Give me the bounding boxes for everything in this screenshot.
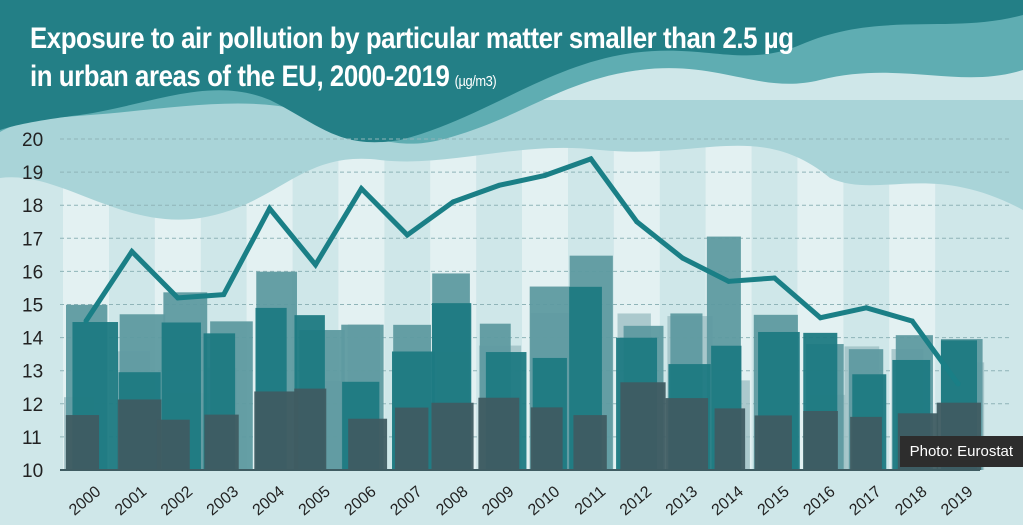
- y-tick-label: 11: [22, 428, 42, 449]
- y-tick-label: 16: [22, 262, 43, 283]
- skyline-building: [254, 391, 299, 470]
- x-tick-label: 2009: [479, 483, 517, 519]
- data-point: [726, 278, 732, 284]
- skyline-building: [530, 407, 563, 470]
- x-tick-label: 2017: [846, 483, 884, 519]
- title-banner: [0, 0, 1023, 143]
- x-tick-label: 2010: [525, 483, 563, 519]
- skyline-building: [156, 419, 190, 470]
- skyline-building: [665, 398, 709, 470]
- skyline-building: [478, 397, 520, 470]
- y-tick-label: 17: [22, 229, 43, 250]
- data-point: [221, 292, 227, 298]
- data-point: [588, 156, 594, 162]
- x-tick-label: 2008: [433, 483, 471, 519]
- x-tick-label: 2001: [112, 483, 150, 519]
- skyline-building: [803, 410, 838, 470]
- x-tick-label: 2011: [572, 483, 609, 518]
- chart-title: Exposure to air pollution by particular …: [30, 20, 794, 101]
- x-tick-label: 2005: [296, 483, 334, 519]
- data-point: [313, 262, 318, 268]
- title-line-1: Exposure to air pollution by particular …: [30, 22, 794, 55]
- x-tick-label: 2000: [66, 483, 104, 519]
- data-point: [772, 275, 777, 281]
- data-point: [404, 232, 410, 238]
- data-point: [496, 182, 502, 188]
- x-tick-label: 2003: [204, 483, 242, 519]
- data-point: [680, 255, 686, 261]
- data-point: [83, 318, 89, 324]
- skyline-building: [294, 388, 327, 470]
- data-point: [817, 315, 823, 321]
- y-tick-label: 12: [22, 395, 43, 416]
- data-point: [267, 206, 273, 212]
- x-tick-label: 2015: [755, 483, 793, 519]
- y-tick-label: 10: [22, 461, 43, 482]
- data-point: [863, 305, 869, 311]
- y-tick-label: 13: [22, 362, 43, 383]
- title-line-2: in urban areas of the EU, 2000-2019: [30, 60, 450, 93]
- cloud-layer-light: [0, 100, 1023, 220]
- skyline-building: [714, 408, 746, 470]
- skyline-building: [204, 414, 239, 470]
- x-tick-label: 2002: [158, 483, 196, 519]
- x-tick-label: 2007: [387, 483, 425, 519]
- skyline-building: [754, 415, 792, 470]
- series-line: [83, 155, 961, 386]
- x-tick-label: 2019: [938, 483, 976, 519]
- y-tick-label: 19: [22, 163, 43, 184]
- data-point: [450, 199, 456, 205]
- x-tick-label: 2013: [663, 483, 701, 519]
- data-point: [175, 295, 181, 301]
- data-point: [542, 172, 548, 178]
- x-tick-label: 2018: [892, 483, 930, 519]
- skyline-building: [431, 402, 474, 470]
- data-point: [358, 186, 364, 192]
- x-tick-label: 2012: [617, 483, 655, 519]
- data-point: [955, 381, 961, 387]
- y-tick-label: 14: [22, 329, 44, 350]
- x-tick-label: 2006: [341, 483, 379, 519]
- data-point: [129, 249, 135, 255]
- y-tick-label: 20: [22, 130, 43, 151]
- skyline-building: [65, 415, 100, 470]
- y-tick-label: 18: [22, 196, 43, 217]
- photo-credit: Photo: Eurostat: [899, 436, 1023, 467]
- skyline-building: [573, 415, 607, 470]
- data-point: [634, 219, 640, 225]
- x-tick-label: 2004: [250, 483, 288, 519]
- skyline-building: [348, 418, 388, 470]
- skyline-building: [620, 382, 666, 470]
- x-tick-label: 2014: [709, 483, 747, 519]
- skyline-building: [394, 407, 429, 470]
- skyline-building: [850, 416, 882, 470]
- unit-label: (µg/m3): [454, 73, 497, 90]
- y-tick-label: 15: [22, 296, 43, 317]
- x-tick-label: 2016: [800, 483, 838, 519]
- data-point: [909, 318, 915, 324]
- skyline-building: [117, 399, 162, 470]
